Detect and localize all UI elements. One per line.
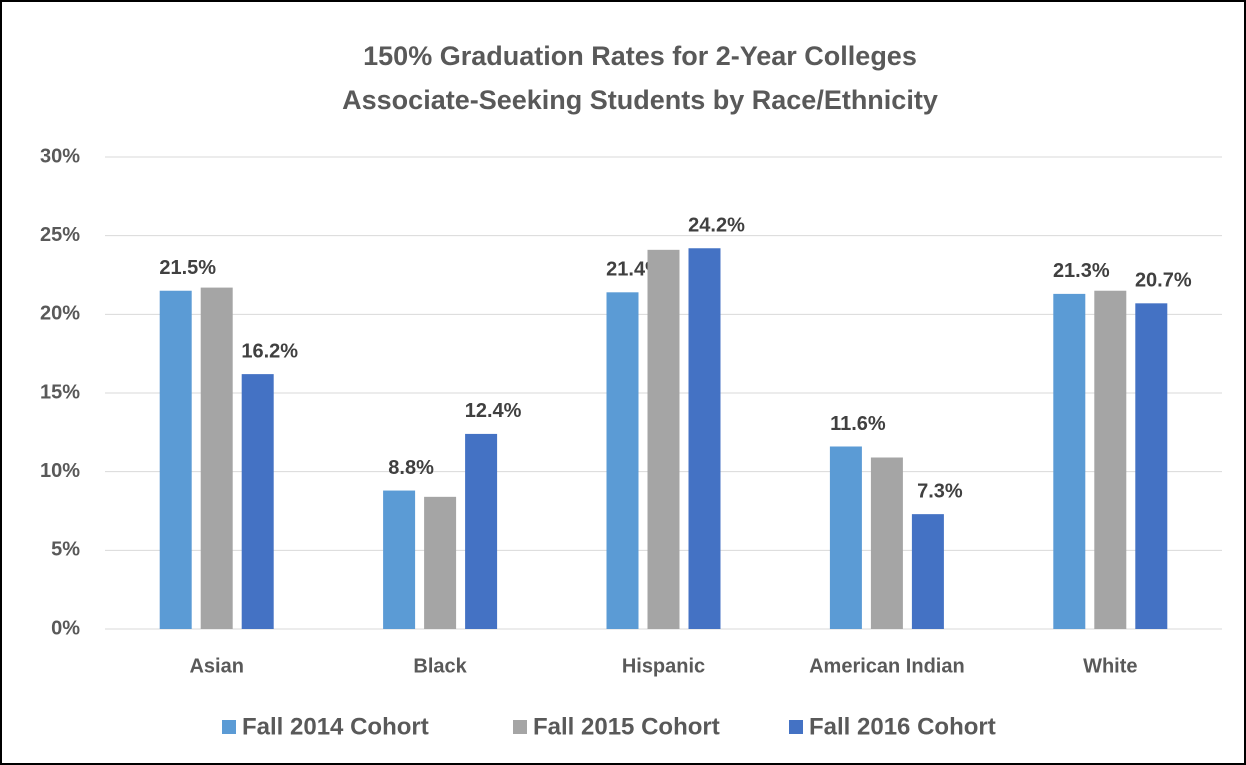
legend-label: Fall 2016 Cohort xyxy=(809,713,996,740)
data-label: 16.2% xyxy=(241,340,298,362)
legend-swatch xyxy=(513,720,527,734)
data-label: 21.3% xyxy=(1053,260,1110,282)
legend-label: Fall 2014 Cohort xyxy=(242,713,429,740)
x-tick-label: Black xyxy=(413,655,467,677)
bar xyxy=(424,496,457,629)
x-tick-label: White xyxy=(1083,655,1137,677)
legend-swatch xyxy=(789,720,803,734)
bar xyxy=(1094,290,1127,629)
y-tick-label: 0% xyxy=(51,617,80,639)
y-tick-label: 5% xyxy=(51,539,80,561)
x-tick-label: Asian xyxy=(189,655,243,677)
data-label: 20.7% xyxy=(1135,270,1192,292)
bar xyxy=(383,490,416,629)
y-tick-label: 25% xyxy=(40,224,80,246)
bar xyxy=(829,446,862,629)
y-tick-label: 30% xyxy=(40,145,80,167)
chart-title: 150% Graduation Rates for 2-Year College… xyxy=(363,41,917,71)
bar xyxy=(1135,303,1168,629)
x-tick-label: American Indian xyxy=(809,655,965,677)
bar xyxy=(241,374,274,629)
bar xyxy=(1053,293,1086,629)
y-tick-label: 20% xyxy=(40,303,80,325)
legend-label: Fall 2015 Cohort xyxy=(533,713,720,740)
data-label: 7.3% xyxy=(917,480,963,502)
legend-swatch xyxy=(222,720,236,734)
data-label: 12.4% xyxy=(465,400,522,422)
bar xyxy=(870,457,903,629)
y-tick-label: 10% xyxy=(40,460,80,482)
bar xyxy=(200,287,233,629)
x-tick-label: Hispanic xyxy=(622,655,705,677)
bar xyxy=(606,292,639,629)
chart-title: Associate-Seeking Students by Race/Ethni… xyxy=(342,85,938,115)
bar xyxy=(159,290,192,629)
bar xyxy=(688,248,721,629)
data-label: 11.6% xyxy=(830,413,886,435)
data-label: 21.5% xyxy=(159,257,216,279)
bar xyxy=(465,433,498,629)
data-label: 24.2% xyxy=(688,215,745,237)
y-tick-label: 15% xyxy=(40,381,80,403)
bar xyxy=(647,249,680,629)
data-label: 8.8% xyxy=(388,457,434,479)
bar xyxy=(911,514,944,629)
